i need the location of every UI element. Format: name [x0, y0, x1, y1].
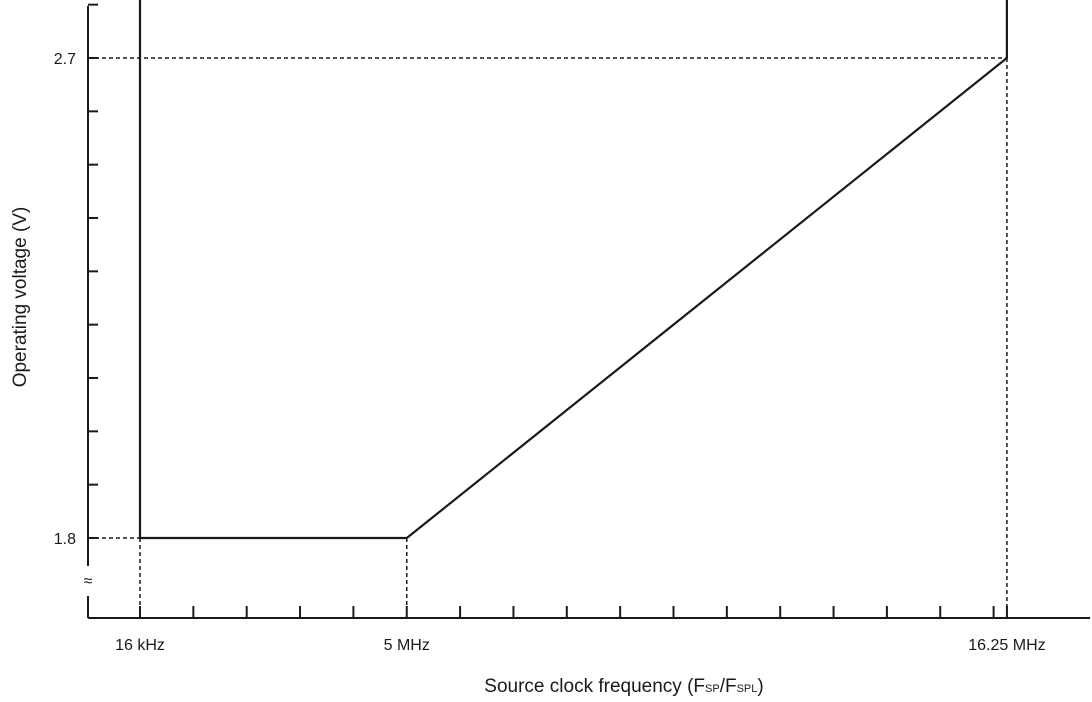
y-tick-label: 2.7: [54, 51, 76, 68]
x-tick-label: 16.25 MHz: [968, 637, 1045, 654]
x-axis-title-close: ): [757, 676, 763, 697]
guide-lines: [88, 57, 1008, 618]
operating-region: [138, 0, 1009, 540]
x-axis-title-sub2: SPL: [737, 683, 758, 695]
operating-region-outline: [138, 0, 1009, 540]
y-axis-title: Operating voltage (V): [10, 207, 31, 388]
x-axis-title: Source clock frequency (FSP/FSPL): [484, 676, 763, 697]
x-tick-label: 5 MHz: [384, 637, 430, 654]
x-axis-title-f1: F: [693, 676, 705, 697]
axes: ≈: [84, 3, 1090, 619]
x-axis-title-main: Source clock frequency (: [484, 676, 694, 697]
x-axis-title-f2: F: [725, 676, 737, 697]
x-axis-title-sub1: SP: [705, 683, 720, 695]
x-axis-title-slash: /: [720, 676, 726, 697]
x-tick-label: 16 kHz: [115, 637, 165, 654]
y-tick-label: 1.8: [54, 531, 76, 548]
y-axis-break-symbol: ≈: [84, 573, 93, 590]
